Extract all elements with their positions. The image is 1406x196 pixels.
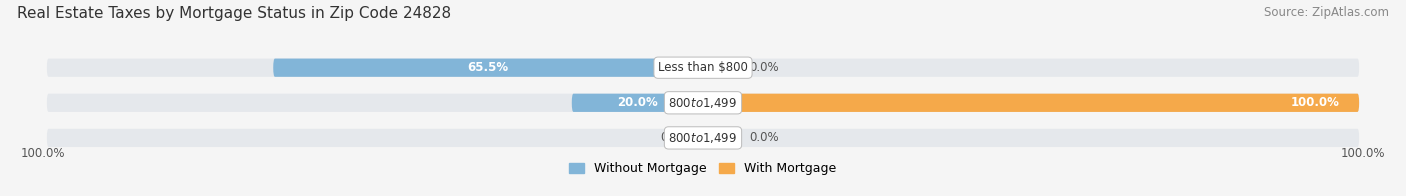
Text: Real Estate Taxes by Mortgage Status in Zip Code 24828: Real Estate Taxes by Mortgage Status in … <box>17 6 451 21</box>
FancyBboxPatch shape <box>703 59 730 77</box>
FancyBboxPatch shape <box>46 59 1360 77</box>
Text: Less than $800: Less than $800 <box>658 61 748 74</box>
FancyBboxPatch shape <box>676 129 703 147</box>
Text: 0.0%: 0.0% <box>749 61 779 74</box>
Text: 100.0%: 100.0% <box>1341 147 1385 160</box>
FancyBboxPatch shape <box>703 94 1360 112</box>
Text: 0.0%: 0.0% <box>661 131 690 144</box>
Text: 100.0%: 100.0% <box>21 147 65 160</box>
Text: 100.0%: 100.0% <box>1291 96 1340 109</box>
Text: 0.0%: 0.0% <box>749 131 779 144</box>
Text: Source: ZipAtlas.com: Source: ZipAtlas.com <box>1264 6 1389 19</box>
Text: 20.0%: 20.0% <box>617 96 658 109</box>
Legend: Without Mortgage, With Mortgage: Without Mortgage, With Mortgage <box>564 157 842 180</box>
FancyBboxPatch shape <box>46 94 1360 112</box>
Text: 65.5%: 65.5% <box>468 61 509 74</box>
FancyBboxPatch shape <box>572 94 703 112</box>
Text: $800 to $1,499: $800 to $1,499 <box>668 131 738 145</box>
FancyBboxPatch shape <box>273 59 703 77</box>
Text: $800 to $1,499: $800 to $1,499 <box>668 96 738 110</box>
FancyBboxPatch shape <box>703 129 730 147</box>
FancyBboxPatch shape <box>46 129 1360 147</box>
